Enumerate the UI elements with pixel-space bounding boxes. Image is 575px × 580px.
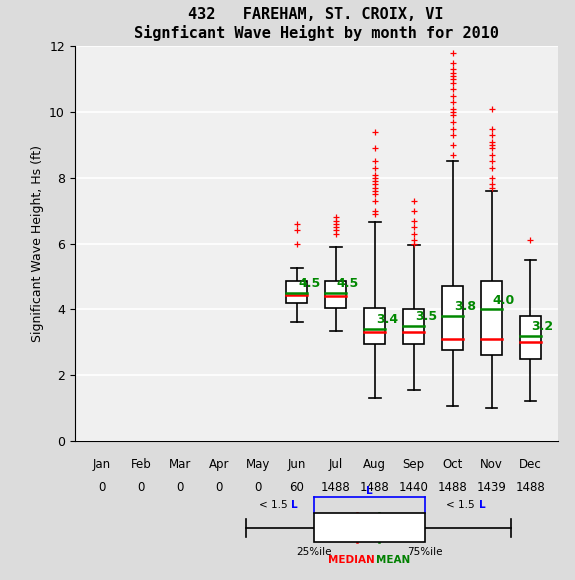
Text: 4.0: 4.0 [493, 293, 515, 307]
Text: 4.5: 4.5 [337, 277, 359, 290]
Text: Jun: Jun [288, 458, 306, 471]
Text: 25%ile: 25%ile [297, 547, 332, 557]
Text: May: May [246, 458, 270, 471]
Text: MEAN: MEAN [376, 555, 410, 565]
Text: 1440: 1440 [398, 481, 428, 494]
Text: 1488: 1488 [516, 481, 545, 494]
Y-axis label: Significant Wave Height, Hs (ft): Significant Wave Height, Hs (ft) [30, 145, 44, 342]
Text: Feb: Feb [131, 458, 151, 471]
Text: 4.5: 4.5 [298, 277, 320, 290]
Bar [442, 287, 463, 350]
Text: 0: 0 [98, 481, 106, 494]
Text: Jul: Jul [328, 458, 343, 471]
Text: MEDIAN: MEDIAN [328, 555, 375, 565]
Text: < 1.5: < 1.5 [259, 501, 290, 510]
Bar [520, 316, 541, 358]
Text: Jan: Jan [93, 458, 111, 471]
Text: 1488: 1488 [360, 481, 389, 494]
Text: 3.5: 3.5 [415, 310, 437, 323]
Text: Apr: Apr [209, 458, 229, 471]
Text: 1488: 1488 [321, 481, 351, 494]
Text: 75%ile: 75%ile [408, 547, 443, 557]
Text: Nov: Nov [480, 458, 503, 471]
Text: 3.8: 3.8 [454, 300, 476, 313]
Text: 1488: 1488 [438, 481, 467, 494]
Text: 0: 0 [215, 481, 223, 494]
Text: L: L [292, 501, 298, 510]
Bar [403, 309, 424, 344]
Bar [286, 281, 308, 303]
Title: 432   FAREHAM, ST. CROIX, VI
Signficant Wave Height by month for 2010: 432 FAREHAM, ST. CROIX, VI Signficant Wa… [134, 8, 499, 41]
Text: Sep: Sep [402, 458, 425, 471]
Text: < 1.5: < 1.5 [446, 501, 478, 510]
Bar [364, 307, 385, 344]
Text: L: L [479, 501, 486, 510]
Text: 3.2: 3.2 [532, 320, 554, 333]
Text: 60: 60 [289, 481, 304, 494]
Text: 3.4: 3.4 [376, 313, 398, 327]
Text: Oct: Oct [442, 458, 463, 471]
Text: 0: 0 [176, 481, 183, 494]
Bar [325, 281, 347, 308]
Text: L: L [366, 486, 373, 496]
Text: Aug: Aug [363, 458, 386, 471]
Text: 1439: 1439 [477, 481, 507, 494]
Text: Dec: Dec [519, 458, 542, 471]
Bar [481, 281, 502, 356]
Text: Mar: Mar [168, 458, 191, 471]
Text: 0: 0 [137, 481, 145, 494]
Text: 0: 0 [254, 481, 262, 494]
